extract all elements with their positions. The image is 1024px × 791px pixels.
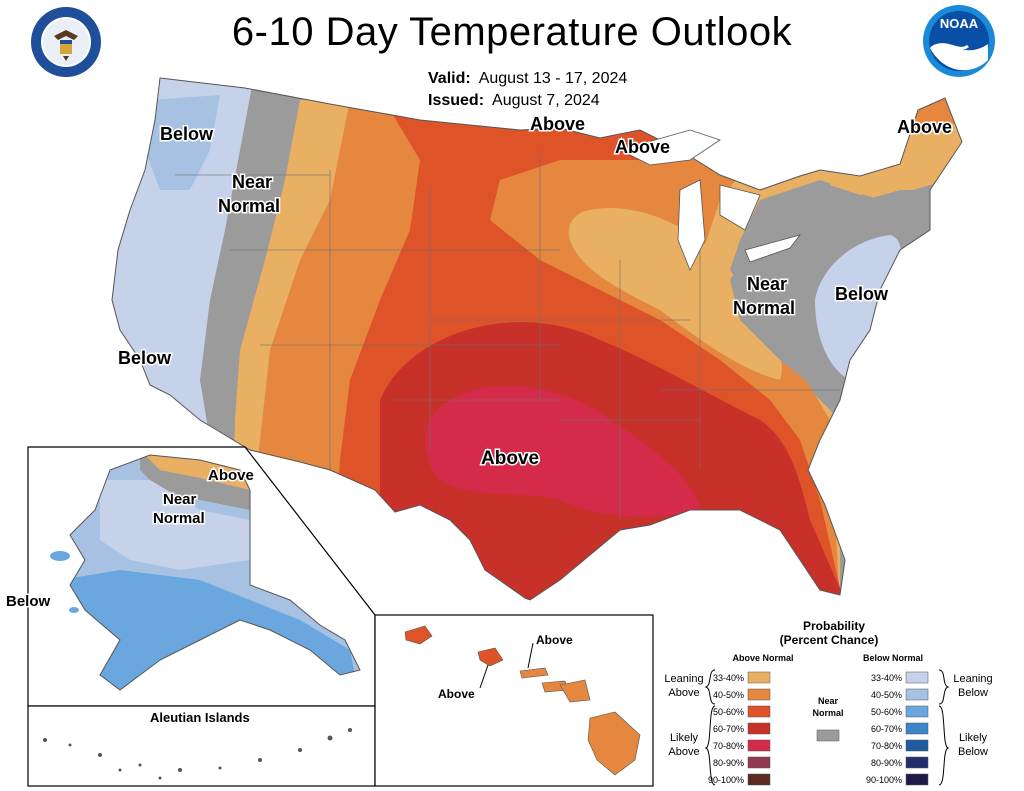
lake-erie bbox=[744, 234, 802, 263]
legend-below-header: Below Normal bbox=[863, 653, 923, 663]
commerce-seal-icon bbox=[31, 7, 101, 77]
legend-above-swatch-1 bbox=[747, 688, 771, 701]
legend-likely-below-1: Likely bbox=[959, 732, 988, 744]
hawaii-islands-east bbox=[519, 667, 641, 776]
legend-above-label-5: 80-90% bbox=[713, 758, 744, 768]
legend-above-swatch-5 bbox=[747, 756, 771, 769]
legend-leaning-below-1: Leaning bbox=[953, 673, 992, 685]
legend-above-swatch-2 bbox=[747, 705, 771, 718]
legend-near-label-1: Near bbox=[818, 696, 839, 706]
legend-leaning-above-1: Leaning bbox=[664, 673, 703, 685]
legend-below-label-0: 33-40% bbox=[871, 673, 902, 683]
lake-huron bbox=[719, 184, 761, 231]
legend-bracket-likely-below bbox=[938, 705, 950, 786]
legend-below-swatch-2 bbox=[905, 705, 929, 718]
lake-michigan bbox=[677, 179, 706, 271]
legend-below-label-6: 90-100% bbox=[866, 775, 902, 785]
legend-leaning-below-2: Below bbox=[958, 687, 988, 699]
legend-near-swatch bbox=[816, 729, 840, 742]
label-below-california: Below bbox=[118, 348, 172, 368]
label-near-west-1: Near bbox=[232, 172, 272, 192]
label-above-north: Above bbox=[530, 114, 585, 134]
legend-above-label-1: 40-50% bbox=[713, 690, 744, 700]
legend-below-swatch-4 bbox=[905, 739, 929, 752]
legend-bracket-leaning-above bbox=[704, 669, 716, 705]
legend-above-swatch-4 bbox=[747, 739, 771, 752]
issued-label: Issued: bbox=[428, 92, 485, 109]
valid-label: Valid: bbox=[428, 70, 471, 87]
legend-below-label-5: 80-90% bbox=[871, 758, 902, 768]
conus-outline bbox=[111, 77, 963, 601]
label-above-south: Above bbox=[481, 448, 539, 469]
legend-above-label-4: 70-80% bbox=[713, 741, 744, 751]
nunivak-island bbox=[69, 607, 79, 613]
aleutian-inset-frame bbox=[27, 705, 376, 787]
legend-below-swatch-0 bbox=[905, 671, 929, 684]
legend-bracket-leaning-below bbox=[938, 669, 950, 705]
label-above-maine: Above bbox=[897, 117, 952, 137]
legend-above-swatch-0 bbox=[747, 671, 771, 684]
legend-above-swatch-3 bbox=[747, 722, 771, 735]
legend-near-label-2: Normal bbox=[812, 708, 843, 718]
legend-likely-above-1: Likely bbox=[670, 732, 699, 744]
legend-above-swatch-6 bbox=[747, 773, 771, 786]
probability-legend: Probability (Percent Chance) Above Norma… bbox=[664, 619, 993, 786]
label-below-mid-atlantic: Below bbox=[835, 284, 889, 304]
hawaii-pointer-line-1 bbox=[527, 642, 534, 669]
legend-below-swatch-1 bbox=[905, 688, 929, 701]
hawaii-islands bbox=[404, 625, 504, 667]
label-near-east-1: Near bbox=[747, 274, 787, 294]
legend-above-bins: 33-40% 40-50% 50-60% 60-70% 70-80% 80-90% 90-1… bbox=[708, 671, 771, 786]
issued-date: August 7, 2024 bbox=[492, 92, 600, 109]
legend-below-label-1: 40-50% bbox=[871, 690, 902, 700]
hawaii-labels: Above Above bbox=[437, 632, 575, 703]
label-near-west-2: Normal bbox=[218, 196, 280, 216]
issued-line: Issued: August 7, 2024 bbox=[428, 92, 600, 110]
noaa-logo-icon: NOAA bbox=[923, 5, 995, 77]
legend-above-label-0: 33-40% bbox=[713, 673, 744, 683]
aleutian-islands bbox=[43, 728, 352, 780]
label-below-alaska: Below bbox=[6, 593, 51, 610]
label-near-east-2: Normal bbox=[733, 298, 795, 318]
legend-title-1: Probability bbox=[803, 619, 865, 633]
label-above-hawaii-2: Above bbox=[438, 687, 475, 701]
map-title: 6-10 Day Temperature Outlook bbox=[231, 10, 793, 54]
legend-below-bins: 33-40% 40-50% 50-60% 60-70% 70-80% 80-90% 90-1… bbox=[866, 671, 929, 786]
legend-above-label-6: 90-100% bbox=[708, 775, 744, 785]
legend-likely-below-2: Below bbox=[958, 746, 988, 758]
legend-below-label-3: 60-70% bbox=[871, 724, 902, 734]
legend-below-label-2: 50-60% bbox=[871, 707, 902, 717]
legend-likely-above-2: Above bbox=[668, 746, 699, 758]
legend-title-2: (Percent Chance) bbox=[780, 633, 879, 647]
legend-above-label-2: 50-60% bbox=[713, 707, 744, 717]
legend-leaning-above-2: Above bbox=[668, 687, 699, 699]
legend-below-swatch-5 bbox=[905, 756, 929, 769]
legend-below-swatch-3 bbox=[905, 722, 929, 735]
legend-bracket-likely-above bbox=[704, 705, 716, 786]
hawaii-pointer-line-2 bbox=[479, 664, 489, 689]
alaska-labels: Above Near Normal Below Aleutian Islands bbox=[5, 466, 256, 727]
valid-line: Valid: August 13 - 17, 2024 bbox=[428, 70, 627, 88]
legend-above-label-3: 60-70% bbox=[713, 724, 744, 734]
conus-labels: Below Near Normal Below Above Above Abov… bbox=[117, 113, 954, 471]
label-below-pnw: Below bbox=[160, 124, 214, 144]
label-near-alaska-1: Near bbox=[163, 491, 197, 508]
legend-above-header: Above Normal bbox=[732, 653, 793, 663]
label-near-alaska-2: Normal bbox=[153, 510, 205, 527]
label-above-alaska: Above bbox=[208, 467, 254, 484]
noaa-text: NOAA bbox=[940, 16, 979, 31]
label-above-hawaii-1: Above bbox=[536, 633, 573, 647]
st-lawrence-island bbox=[50, 551, 70, 561]
alaska-outline bbox=[69, 454, 361, 691]
label-aleutian-islands: Aleutian Islands bbox=[150, 710, 250, 725]
label-above-lakes: Above bbox=[615, 137, 670, 157]
valid-dates: August 13 - 17, 2024 bbox=[478, 70, 628, 87]
lake-superior bbox=[618, 129, 721, 166]
legend-below-swatch-6 bbox=[905, 773, 929, 786]
legend-below-label-4: 70-80% bbox=[871, 741, 902, 751]
